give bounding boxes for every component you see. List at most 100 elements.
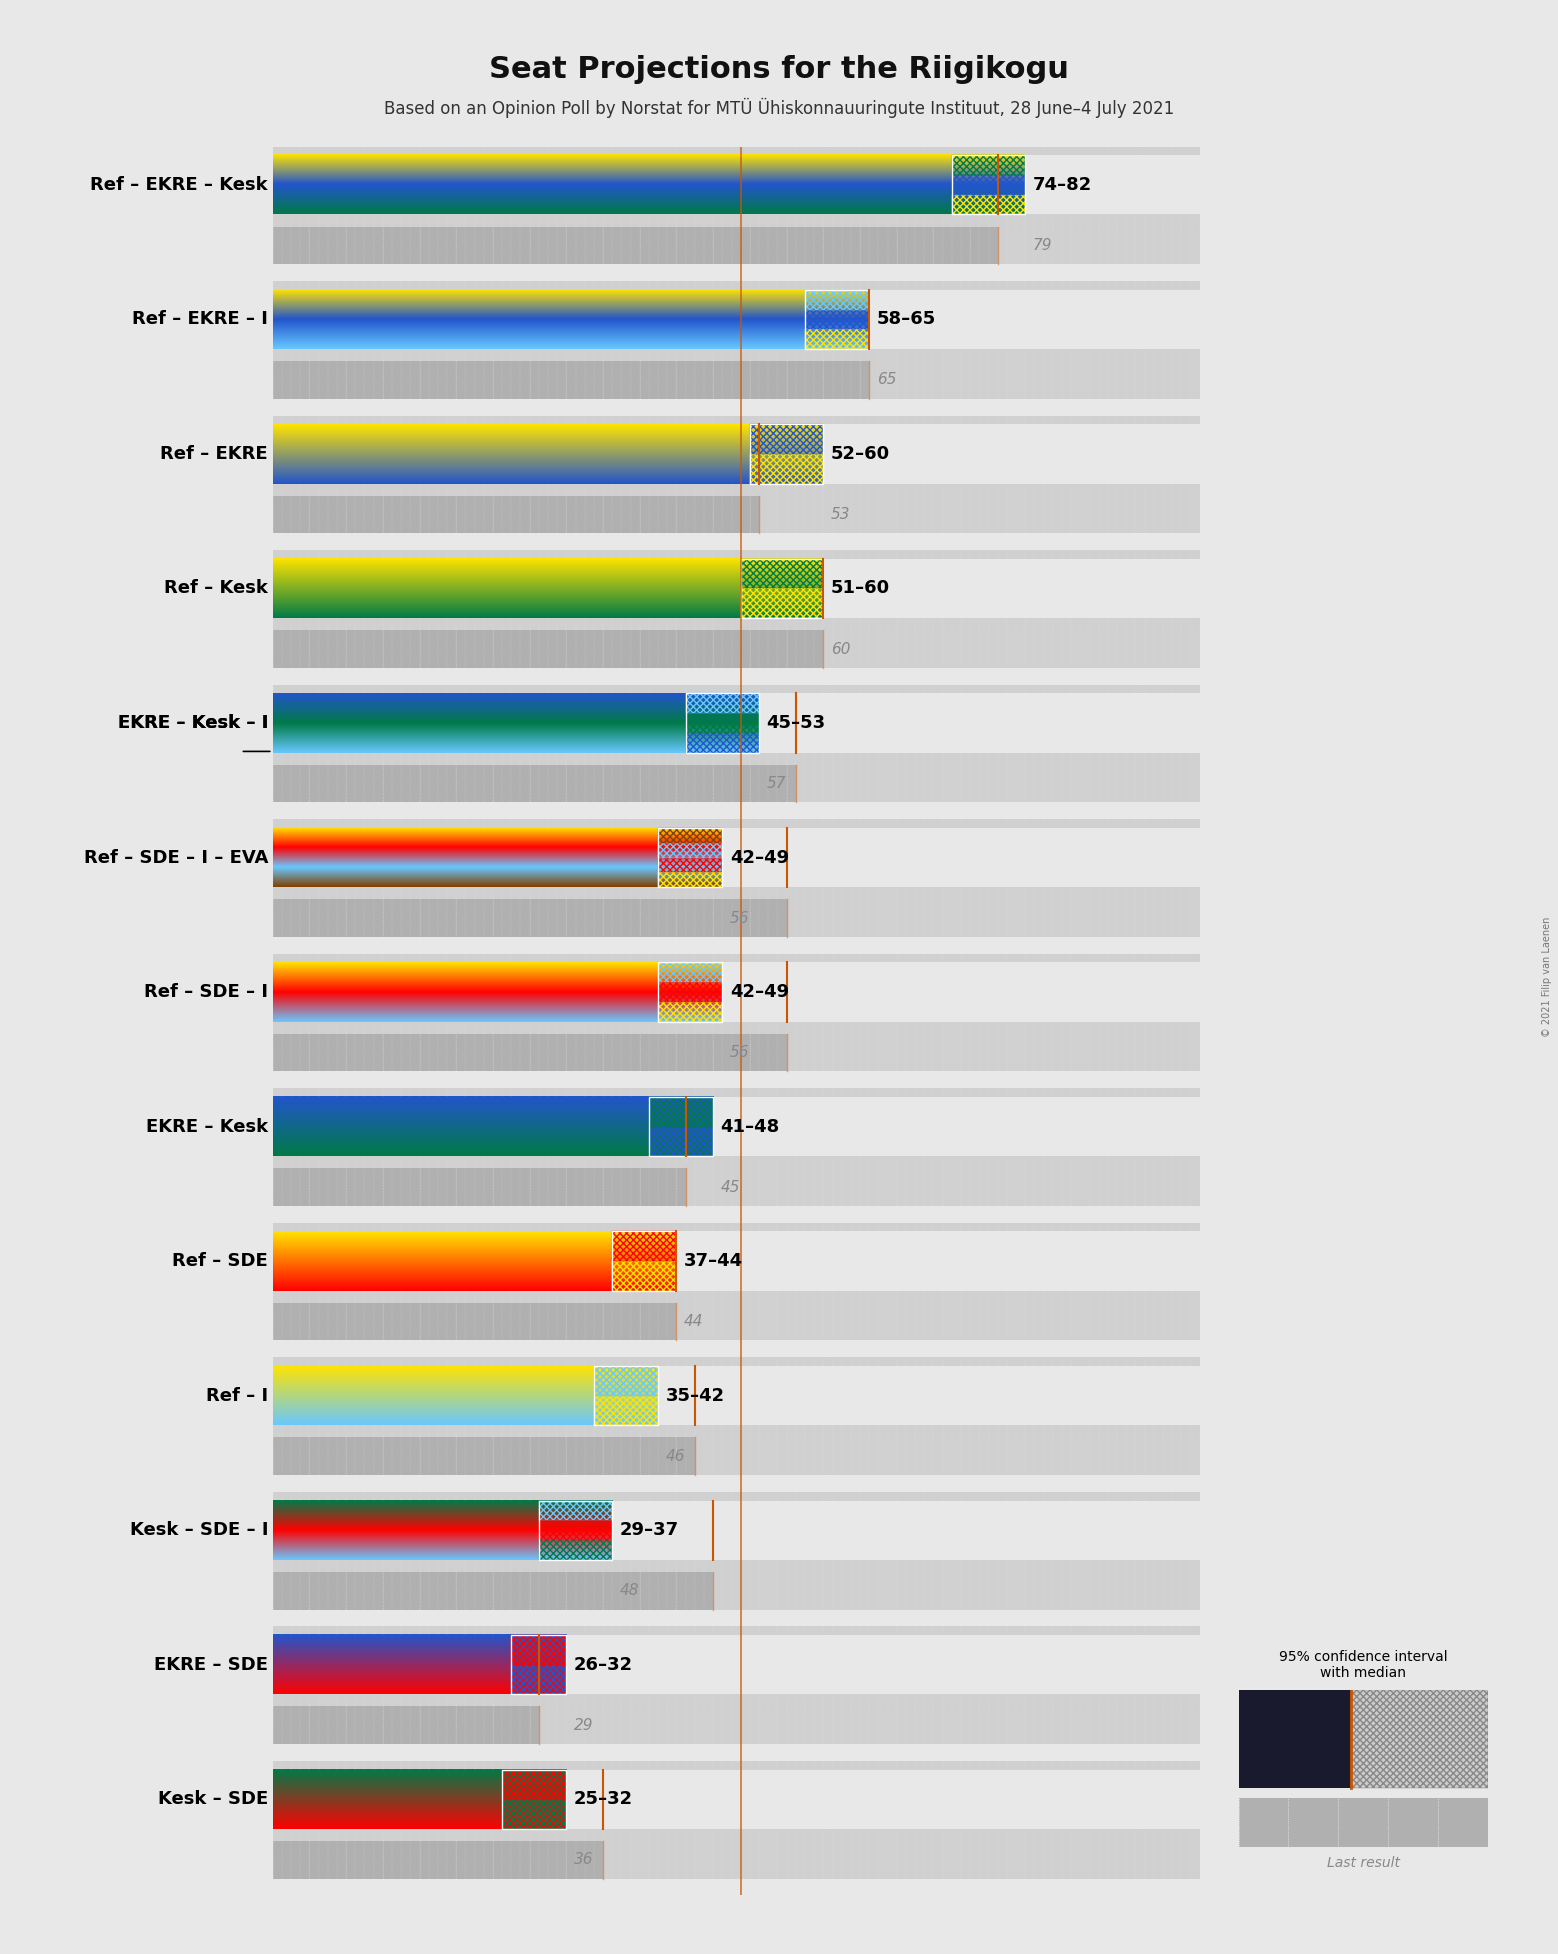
Bar xyxy=(273,1491,1200,1501)
Text: EKRE – SDE: EKRE – SDE xyxy=(154,1655,268,1675)
Bar xyxy=(740,559,823,588)
Bar xyxy=(273,684,1200,694)
Bar xyxy=(273,1829,1200,1841)
Bar xyxy=(273,899,1200,936)
Bar xyxy=(273,1088,1200,1096)
Bar xyxy=(657,842,723,858)
Text: EKRE – Kesk – I: EKRE – Kesk – I xyxy=(118,713,268,733)
Bar xyxy=(273,887,1200,899)
Bar xyxy=(273,617,1200,631)
Text: Ref – I: Ref – I xyxy=(206,1387,268,1405)
Text: 36: 36 xyxy=(573,1852,594,1868)
Text: Kesk – SDE: Kesk – SDE xyxy=(157,1790,268,1807)
Text: Ref – EKRE – I: Ref – EKRE – I xyxy=(132,311,268,328)
Bar xyxy=(539,1501,612,1520)
Text: Based on an Opinion Poll by Norstat for MTÜ Ühiskonnauuringute Instituut, 28 Jun: Based on an Opinion Poll by Norstat for … xyxy=(383,98,1175,117)
Bar xyxy=(539,1501,612,1559)
Bar xyxy=(511,1665,567,1694)
Text: 37–44: 37–44 xyxy=(684,1253,743,1270)
Bar xyxy=(805,289,869,309)
Bar xyxy=(273,361,1200,399)
Text: 35–42: 35–42 xyxy=(665,1387,724,1405)
Bar xyxy=(511,1635,567,1694)
Bar xyxy=(650,1127,714,1157)
Bar xyxy=(273,899,787,936)
Bar xyxy=(952,154,1025,176)
Text: 29: 29 xyxy=(573,1718,594,1733)
Bar xyxy=(273,764,796,803)
Text: 29–37: 29–37 xyxy=(620,1520,679,1540)
Text: 79: 79 xyxy=(1033,238,1052,252)
Bar xyxy=(273,1168,1200,1206)
Bar xyxy=(749,424,823,453)
Bar xyxy=(650,1096,714,1127)
Bar xyxy=(502,1800,567,1829)
Bar xyxy=(612,1231,676,1292)
Bar xyxy=(539,1540,612,1559)
Text: 60: 60 xyxy=(830,641,851,657)
Bar xyxy=(686,733,759,752)
Bar xyxy=(952,195,1025,215)
Text: 51–60: 51–60 xyxy=(830,580,890,598)
Text: 58–65: 58–65 xyxy=(877,311,936,328)
Text: © 2021 Filip van Laenen: © 2021 Filip van Laenen xyxy=(1542,916,1552,1038)
Bar xyxy=(657,983,723,1002)
Bar xyxy=(273,631,823,668)
Bar xyxy=(273,1168,686,1206)
Bar xyxy=(273,227,1200,264)
Text: 44: 44 xyxy=(684,1315,703,1329)
Bar xyxy=(273,281,1200,289)
Bar xyxy=(273,1424,1200,1438)
Bar xyxy=(594,1395,657,1424)
Bar xyxy=(273,361,869,399)
Bar xyxy=(502,1770,567,1800)
Bar xyxy=(273,483,1200,496)
Bar xyxy=(805,309,869,330)
Bar xyxy=(740,559,823,617)
Text: 65: 65 xyxy=(877,373,896,387)
Text: Ref – SDE – I – EVA: Ref – SDE – I – EVA xyxy=(84,848,268,866)
Bar xyxy=(273,1292,1200,1303)
Text: 26–32: 26–32 xyxy=(573,1655,633,1675)
Bar xyxy=(273,1303,676,1340)
Bar xyxy=(273,227,997,264)
Bar xyxy=(273,350,1200,361)
Text: 56: 56 xyxy=(729,911,749,926)
Bar xyxy=(686,694,759,713)
Bar xyxy=(952,176,1025,195)
Bar xyxy=(273,819,1200,828)
Bar xyxy=(273,1022,1200,1034)
Text: 41–48: 41–48 xyxy=(720,1118,781,1135)
Text: Ref – EKRE – Kesk: Ref – EKRE – Kesk xyxy=(90,176,268,193)
Bar xyxy=(273,1841,1200,1878)
Text: Seat Projections for the Riigikogu: Seat Projections for the Riigikogu xyxy=(489,55,1069,84)
Bar xyxy=(273,496,759,533)
Bar xyxy=(273,1694,1200,1706)
Bar xyxy=(1239,1690,1351,1788)
Text: EKRE – Kesk: EKRE – Kesk xyxy=(146,1118,268,1135)
Bar xyxy=(273,1571,714,1610)
Text: Last result: Last result xyxy=(1327,1856,1399,1870)
Bar xyxy=(273,1034,787,1071)
Bar xyxy=(594,1366,657,1395)
Bar xyxy=(594,1366,657,1424)
Text: 45: 45 xyxy=(720,1180,740,1194)
Bar xyxy=(273,1761,1200,1770)
Text: Ref – EKRE: Ref – EKRE xyxy=(160,446,268,463)
Bar xyxy=(273,1157,1200,1168)
Text: 57: 57 xyxy=(767,776,785,791)
Bar xyxy=(1351,1690,1488,1788)
Bar xyxy=(273,1559,1200,1571)
Bar xyxy=(740,588,823,617)
Bar xyxy=(273,1034,1200,1071)
Bar xyxy=(805,289,869,350)
Bar xyxy=(273,1571,1200,1610)
Bar xyxy=(273,496,1200,533)
Bar xyxy=(686,713,759,733)
Bar xyxy=(273,551,1200,559)
Text: 74–82: 74–82 xyxy=(1033,176,1092,193)
Bar xyxy=(273,1706,1200,1745)
Text: 42–49: 42–49 xyxy=(729,983,788,1000)
Text: 52–60: 52–60 xyxy=(830,446,890,463)
Text: 45–53: 45–53 xyxy=(767,713,826,733)
